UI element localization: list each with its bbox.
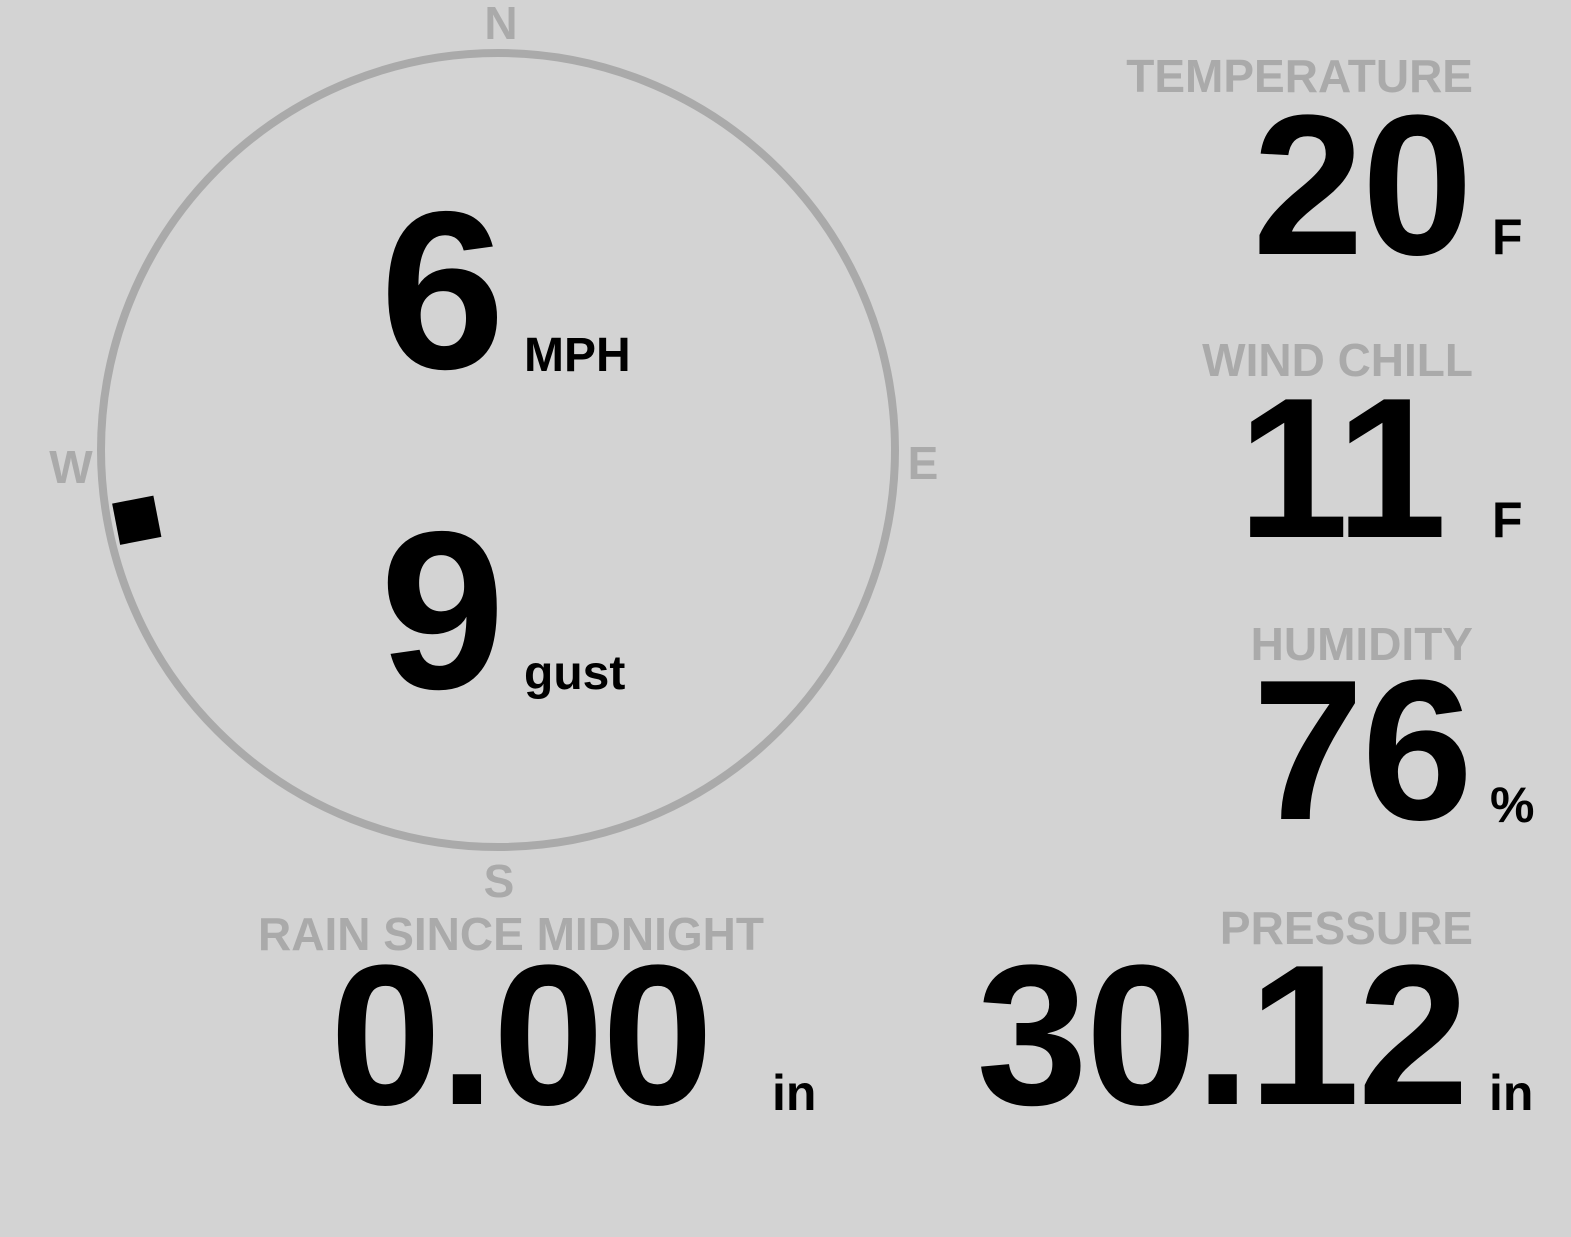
wind-gust-value: 9 xyxy=(380,484,505,736)
rain-label: RAIN SINCE MIDNIGHT xyxy=(258,908,764,960)
humidity-value: 76 xyxy=(1252,639,1473,862)
rain-unit: in xyxy=(772,1065,817,1121)
wind-speed-unit: MPH xyxy=(524,329,631,382)
temperature-unit: F xyxy=(1492,209,1523,265)
humidity-label: HUMIDITY xyxy=(1250,618,1473,670)
temperature-value: 20 xyxy=(1252,74,1473,297)
wind-chill-label: WIND CHILL xyxy=(1202,334,1473,386)
pressure-value: 30.12 xyxy=(976,924,1469,1147)
compass-north-label: N xyxy=(484,0,518,49)
humidity-unit: % xyxy=(1490,777,1535,833)
compass-south-label: S xyxy=(483,855,515,907)
compass-west-label: W xyxy=(49,441,93,493)
compass-east-label: E xyxy=(907,437,939,489)
temperature-label: TEMPERATURE xyxy=(1126,50,1473,102)
pressure-label: PRESSURE xyxy=(1219,902,1473,954)
wind-speed-value: 6 xyxy=(380,164,505,416)
wind-chill-unit: F xyxy=(1492,492,1523,548)
compass-ring xyxy=(97,49,899,851)
wind-direction-marker xyxy=(112,495,162,545)
rain-value: 0.00 xyxy=(330,924,713,1147)
wind-chill-value: 11 xyxy=(1237,357,1447,580)
pressure-unit: in xyxy=(1489,1065,1534,1121)
wind-gust-unit: gust xyxy=(524,647,626,700)
